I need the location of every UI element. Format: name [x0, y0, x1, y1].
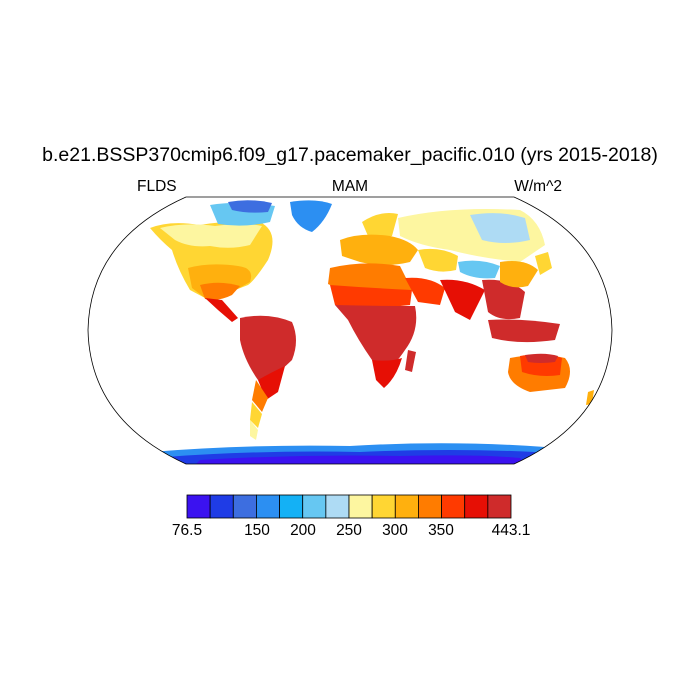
- tibet-plateau: [458, 260, 500, 279]
- colorbar-box-5: [279, 494, 304, 519]
- central-asia: [418, 248, 458, 272]
- japan: [535, 252, 552, 275]
- colorbar-tick-150: 150: [244, 522, 270, 539]
- sahara: [330, 285, 412, 308]
- patagonia: [250, 420, 258, 440]
- colorbar-box-4: [256, 494, 280, 519]
- units-label: W/m^2: [514, 178, 562, 195]
- central-america: [205, 298, 238, 322]
- europe: [340, 234, 418, 265]
- colorbar-box-13: [464, 494, 489, 519]
- scandinavia: [362, 213, 398, 238]
- south-america-red: [258, 366, 285, 400]
- south-america-hot: [240, 315, 296, 380]
- colorbar-tick-350: 350: [428, 522, 454, 539]
- colorbar-box-2: [209, 494, 234, 519]
- south-america-orange: [252, 380, 268, 412]
- southern-africa: [372, 358, 402, 388]
- colorbar-box-8: [348, 494, 373, 519]
- colorbar-box-12: [441, 494, 466, 519]
- china-east: [500, 261, 538, 288]
- colorbar-min-label: 76.5: [171, 522, 203, 539]
- variable-label: FLDS: [137, 178, 177, 195]
- colorbar-box-9: [371, 494, 396, 519]
- arabia: [405, 277, 445, 305]
- siberia-light-blue: [470, 213, 530, 243]
- plot-title: b.e21.BSSP370cmip6.f09_g17.pacemaker_pac…: [42, 144, 658, 166]
- colorbar-box-14: [487, 494, 512, 519]
- north-america-orange: [200, 282, 240, 300]
- north-america-pale: [160, 224, 262, 248]
- land-regions: [140, 200, 594, 464]
- colorbar-max-label: 443.1: [491, 522, 531, 539]
- colorbar-box-3: [232, 494, 257, 519]
- colorbar-box-7: [325, 494, 350, 519]
- colorbar-box-10: [394, 494, 419, 519]
- central-africa: [335, 305, 417, 372]
- north-africa: [328, 263, 412, 294]
- madagascar: [405, 350, 416, 372]
- colorbar-tick-300: 300: [382, 522, 408, 539]
- colorbar-tick-250: 250: [336, 522, 362, 539]
- greenland-ice: [290, 200, 332, 232]
- map-boundary: [87, 196, 613, 465]
- colorbar-tick-200: 200: [290, 522, 316, 539]
- antarctica-polar: [190, 455, 530, 464]
- colorbar-box-1: [186, 494, 211, 519]
- southeast-asia: [482, 279, 525, 320]
- arctic-islands: [228, 200, 272, 213]
- south-america-gold: [250, 402, 262, 428]
- australia-north: [525, 353, 558, 363]
- colorbar-box-11: [418, 494, 442, 519]
- colorbar-box-6: [302, 494, 327, 519]
- season-label: MAM: [331, 178, 369, 195]
- india: [440, 279, 485, 320]
- indonesia: [488, 319, 560, 343]
